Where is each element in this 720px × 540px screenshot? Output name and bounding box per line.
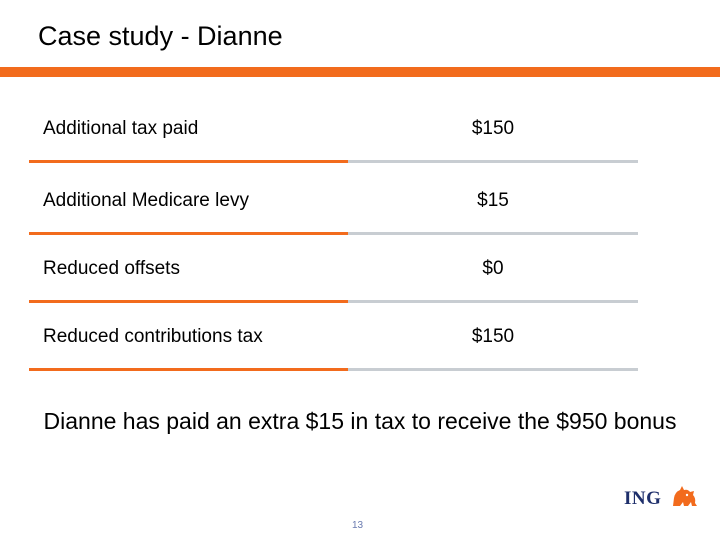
row-value: $15 [477, 190, 509, 211]
row-divider-value [348, 300, 638, 303]
table-row: Reduced contributions tax $150 [0, 305, 720, 373]
row-value: $0 [482, 258, 504, 279]
slide-title: Case study - Dianne [38, 21, 283, 51]
table-row: Reduced offsets $0 [0, 237, 720, 305]
row-label: Reduced contributions tax [43, 326, 263, 347]
row-divider-label [29, 232, 348, 235]
ing-lion-icon [670, 484, 698, 515]
row-divider-value [348, 232, 638, 235]
row-divider-value [348, 368, 638, 371]
table-row: Additional tax paid $150 [0, 97, 720, 165]
row-value: $150 [471, 326, 515, 347]
table-row: Additional Medicare levy $15 [0, 169, 720, 237]
row-divider-label [29, 160, 348, 163]
summary-text: Dianne has paid an extra $15 in tax to r… [43, 408, 677, 434]
title-divider [0, 67, 720, 77]
row-label: Additional Medicare levy [43, 190, 249, 211]
row-value: $150 [471, 118, 515, 139]
row-divider-label [29, 300, 348, 303]
row-divider-label [29, 368, 348, 371]
row-label: Reduced offsets [43, 258, 180, 279]
ing-logo: ING [624, 483, 700, 515]
page-number: 13 [352, 520, 364, 531]
logo-wordmark: ING [624, 488, 662, 509]
row-divider-value [348, 160, 638, 163]
row-label: Additional tax paid [43, 118, 199, 139]
